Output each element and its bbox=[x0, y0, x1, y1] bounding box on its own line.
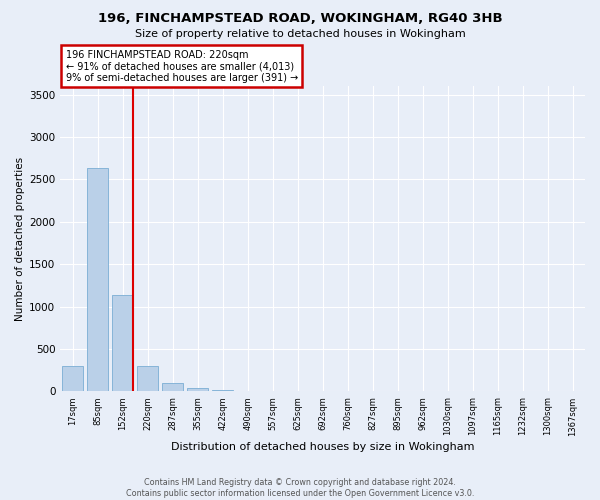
Y-axis label: Number of detached properties: Number of detached properties bbox=[15, 156, 25, 321]
Bar bbox=[62, 366, 83, 392]
Bar bbox=[162, 384, 184, 392]
Bar bbox=[187, 388, 208, 392]
Bar bbox=[112, 294, 133, 392]
Text: 196 FINCHAMPSTEAD ROAD: 220sqm
← 91% of detached houses are smaller (4,013)
9% o: 196 FINCHAMPSTEAD ROAD: 220sqm ← 91% of … bbox=[65, 50, 298, 83]
Text: Size of property relative to detached houses in Wokingham: Size of property relative to detached ho… bbox=[134, 29, 466, 39]
Bar bbox=[212, 390, 233, 392]
Bar bbox=[137, 366, 158, 392]
Text: 196, FINCHAMPSTEAD ROAD, WOKINGHAM, RG40 3HB: 196, FINCHAMPSTEAD ROAD, WOKINGHAM, RG40… bbox=[98, 12, 502, 26]
Bar bbox=[87, 168, 109, 392]
Text: Contains HM Land Registry data © Crown copyright and database right 2024.
Contai: Contains HM Land Registry data © Crown c… bbox=[126, 478, 474, 498]
X-axis label: Distribution of detached houses by size in Wokingham: Distribution of detached houses by size … bbox=[171, 442, 475, 452]
